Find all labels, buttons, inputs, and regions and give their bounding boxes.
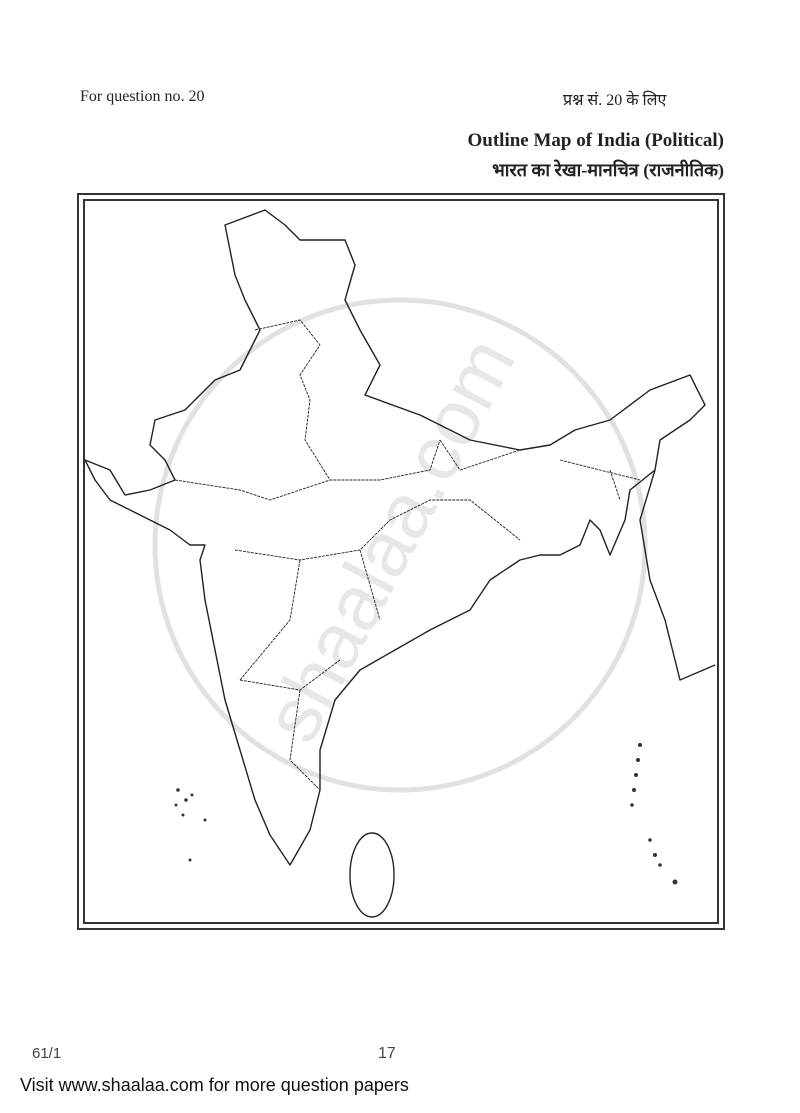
- paper-code: 61/1: [32, 1045, 62, 1062]
- india-outline: [84, 209, 706, 866]
- watermark: shaalaa.com: [152, 297, 648, 793]
- watermark-circle: [152, 297, 648, 793]
- neighbour-border: [639, 469, 716, 681]
- sri-lanka: [349, 832, 395, 918]
- islands: [174, 743, 678, 885]
- question-label-hindi: प्रश्न सं. 20 के लिए: [563, 92, 667, 109]
- watermark-text: shaalaa.com: [247, 323, 532, 755]
- page-number: 17: [378, 1045, 396, 1062]
- footer-visit-text: Visit www.shaalaa.com for more question …: [20, 1075, 409, 1095]
- state-borders: [174, 319, 641, 791]
- map-title-english: Outline Map of India (Political): [467, 130, 725, 151]
- map-frame-inner: [83, 199, 719, 924]
- question-label-english: For question no. 20: [80, 88, 205, 105]
- map-frame-outer: [77, 193, 725, 930]
- map-title-hindi: भारत का रेखा-मानचित्र (राजनीतिक): [492, 160, 724, 180]
